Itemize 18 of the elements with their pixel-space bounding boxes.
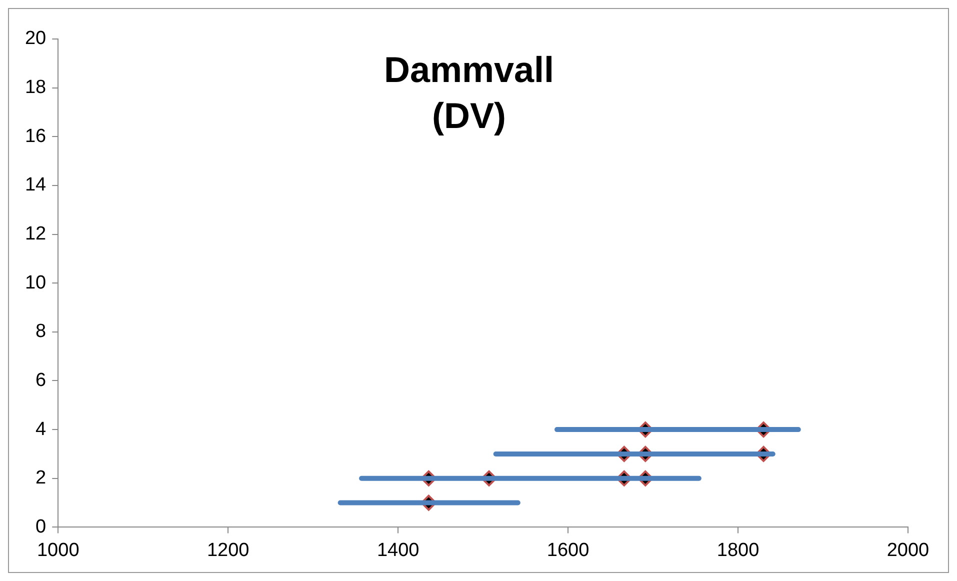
y-tick-label: 18 — [24, 77, 46, 98]
y-tick-label: 0 — [36, 516, 46, 538]
y-tick-label: 12 — [24, 224, 46, 245]
x-tick-label: 1200 — [206, 540, 250, 561]
y-tick-label: 8 — [36, 321, 46, 342]
y-tick-label: 16 — [24, 126, 46, 147]
y-tick-label: 20 — [24, 28, 46, 50]
x-tick-label: 2000 — [886, 540, 930, 561]
y-tick-label: 14 — [24, 174, 47, 196]
y-tick-label: 2 — [36, 468, 46, 489]
y-tick-label: 4 — [36, 418, 47, 440]
x-tick-label: 1400 — [376, 540, 420, 561]
y-tick-label: 6 — [36, 370, 46, 391]
x-tick-label: 1800 — [716, 540, 760, 561]
x-tick-label: 1600 — [546, 540, 590, 561]
x-tick-label: 1000 — [36, 540, 80, 561]
y-tick-label: 10 — [24, 272, 46, 294]
text: Dammvall (DV) — [382, 48, 556, 138]
